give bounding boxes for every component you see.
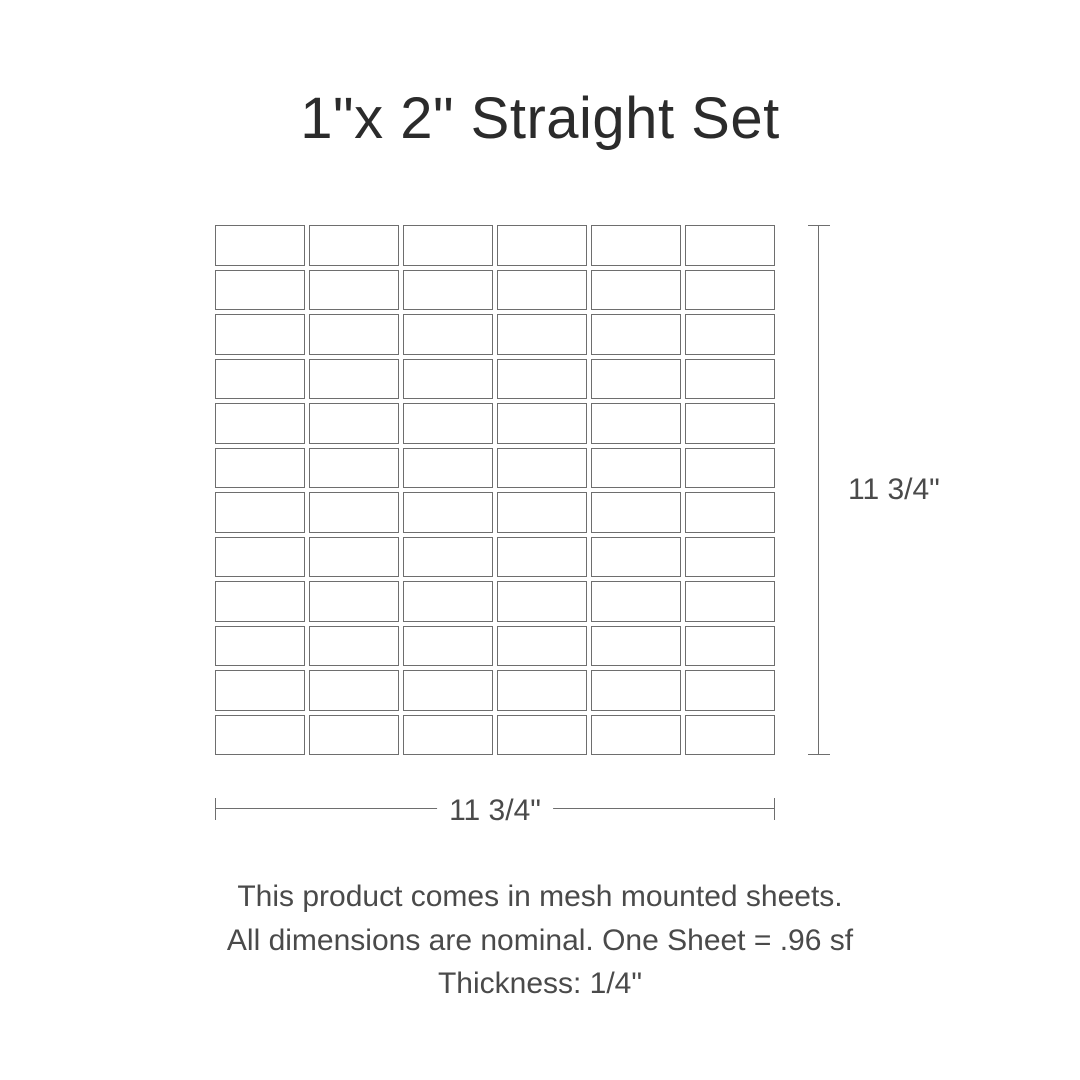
footer-line-3: Thickness: 1/4" (0, 962, 1080, 1006)
tile (403, 492, 493, 533)
tile (497, 626, 587, 667)
tile (591, 715, 681, 756)
tile (215, 314, 305, 355)
tile (685, 715, 775, 756)
tile (215, 448, 305, 489)
tile (309, 670, 399, 711)
tile (215, 581, 305, 622)
tile (309, 448, 399, 489)
tile (685, 670, 775, 711)
tile (215, 270, 305, 311)
tile (685, 492, 775, 533)
footer-line-1: This product comes in mesh mounted sheet… (0, 875, 1080, 919)
tile (215, 225, 305, 266)
tile (403, 715, 493, 756)
tile (497, 537, 587, 578)
tile (215, 715, 305, 756)
tile (591, 359, 681, 400)
tile (497, 403, 587, 444)
footer-text: This product comes in mesh mounted sheet… (0, 875, 1080, 1006)
tile (685, 448, 775, 489)
tile (591, 314, 681, 355)
tile (591, 537, 681, 578)
tile (497, 448, 587, 489)
tile (309, 626, 399, 667)
tile (685, 537, 775, 578)
dimension-horizontal-cap-right (774, 798, 775, 820)
tile (685, 626, 775, 667)
tile (685, 403, 775, 444)
tile (591, 581, 681, 622)
tile (309, 359, 399, 400)
tile (403, 537, 493, 578)
tile-grid-container (215, 225, 775, 755)
dimension-horizontal-label: 11 3/4" (437, 794, 553, 828)
tile (685, 581, 775, 622)
tile (215, 359, 305, 400)
tile (591, 626, 681, 667)
tile (685, 270, 775, 311)
tile (309, 314, 399, 355)
tile (215, 626, 305, 667)
tile (215, 537, 305, 578)
tile (215, 403, 305, 444)
dimension-vertical-label: 11 3/4" (848, 473, 940, 507)
page-title: 1"x 2" Straight Set (0, 85, 1080, 152)
tile (685, 225, 775, 266)
tile (591, 492, 681, 533)
tile (309, 403, 399, 444)
tile (497, 270, 587, 311)
tile (309, 492, 399, 533)
tile (309, 225, 399, 266)
tile (215, 492, 305, 533)
footer-line-2: All dimensions are nominal. One Sheet = … (0, 919, 1080, 963)
tile (309, 537, 399, 578)
tile (685, 359, 775, 400)
tile (497, 715, 587, 756)
tile (497, 581, 587, 622)
tile (591, 403, 681, 444)
tile (403, 270, 493, 311)
tile (403, 581, 493, 622)
tile (497, 314, 587, 355)
tile (403, 314, 493, 355)
tile (403, 626, 493, 667)
tile (591, 448, 681, 489)
tile (591, 225, 681, 266)
tile (309, 715, 399, 756)
tile-diagram (215, 225, 775, 755)
tile (403, 670, 493, 711)
tile (403, 448, 493, 489)
tile (309, 270, 399, 311)
dimension-vertical-cap-top (808, 225, 830, 226)
dimension-horizontal-cap-left (215, 798, 216, 820)
dimension-vertical: 11 3/4" (800, 225, 890, 755)
tile (685, 314, 775, 355)
tile (591, 670, 681, 711)
tile (215, 670, 305, 711)
tile (497, 670, 587, 711)
tile (403, 225, 493, 266)
tile (591, 270, 681, 311)
dimension-horizontal: 11 3/4" (215, 790, 775, 860)
tile (497, 359, 587, 400)
tile (497, 492, 587, 533)
dimension-vertical-cap-bottom (808, 754, 830, 755)
dimension-vertical-line (818, 225, 819, 755)
tile (403, 359, 493, 400)
tile (309, 581, 399, 622)
tile (403, 403, 493, 444)
tile (497, 225, 587, 266)
